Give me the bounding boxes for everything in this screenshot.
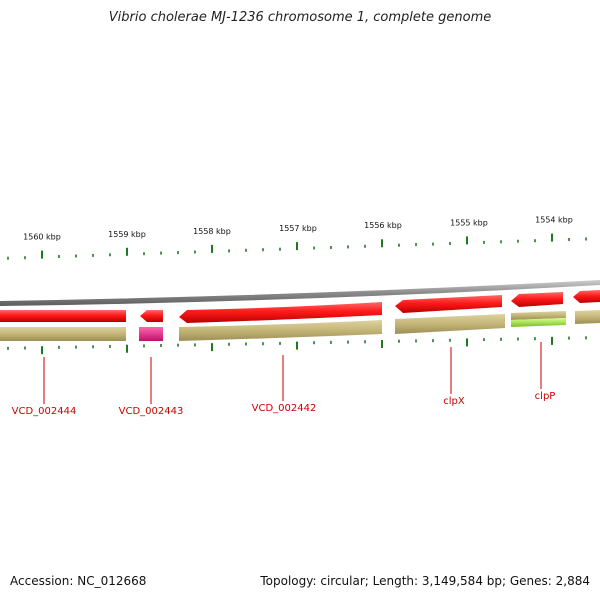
cds-arrow-vcd-002442 (179, 302, 382, 323)
gene-track (0, 310, 600, 341)
cds-arrow-vcd-002444 (0, 310, 126, 322)
gene-label-clpx: clpX (443, 396, 465, 407)
gene-labels: VCD_002444 VCD_002443 VCD_002442 clpX cl… (12, 391, 556, 417)
footer-accession: Accession: NC_012668 (10, 574, 147, 588)
gene-bar-clpp-highlight (511, 318, 566, 327)
ruler-label: 1558 kbp (193, 227, 231, 236)
ruler-labels: 1560 kbp 1559 kbp 1558 kbp 1557 kbp 1556 kbp… (23, 216, 573, 242)
gene-bar-next (575, 310, 600, 324)
gene-bar-clpx (395, 314, 505, 334)
ruler-label: 1555 kbp (450, 218, 488, 227)
inner-tick-marks (7, 336, 587, 355)
ruler-label: 1557 kbp (279, 224, 317, 233)
map-title: Vibrio cholerae MJ-1236 chromosome 1, co… (108, 10, 492, 25)
cds-arrow-next (573, 290, 600, 303)
gene-bar-vcd-002442 (179, 320, 382, 341)
gene-bar-clpp-upper (511, 311, 566, 320)
cds-arrow-clpx (395, 295, 502, 313)
ruler-label: 1559 kbp (108, 230, 146, 239)
outer-tick-marks (7, 233, 587, 260)
gene-label-clpp: clpP (535, 391, 556, 402)
gene-bar-vcd-002444 (0, 327, 126, 341)
ruler-label: 1560 kbp (23, 233, 61, 242)
ruler-label: 1554 kbp (535, 216, 573, 225)
cds-arrow-clpp (511, 292, 563, 307)
cds-arrow-vcd-002443 (140, 310, 163, 322)
gene-label-vcd-002443: VCD_002443 (119, 406, 184, 417)
gene-label-leaders (43, 342, 542, 404)
genome-backbone (0, 280, 600, 306)
gene-label-vcd-002442: VCD_002442 (252, 403, 317, 414)
gene-label-vcd-002444: VCD_002444 (12, 406, 77, 417)
footer-stats: Topology: circular; Length: 3,149,584 bp… (260, 574, 590, 588)
ruler-label: 1556 kbp (364, 221, 402, 230)
gene-bar-vcd-002443 (139, 327, 163, 341)
cds-track (0, 290, 600, 323)
